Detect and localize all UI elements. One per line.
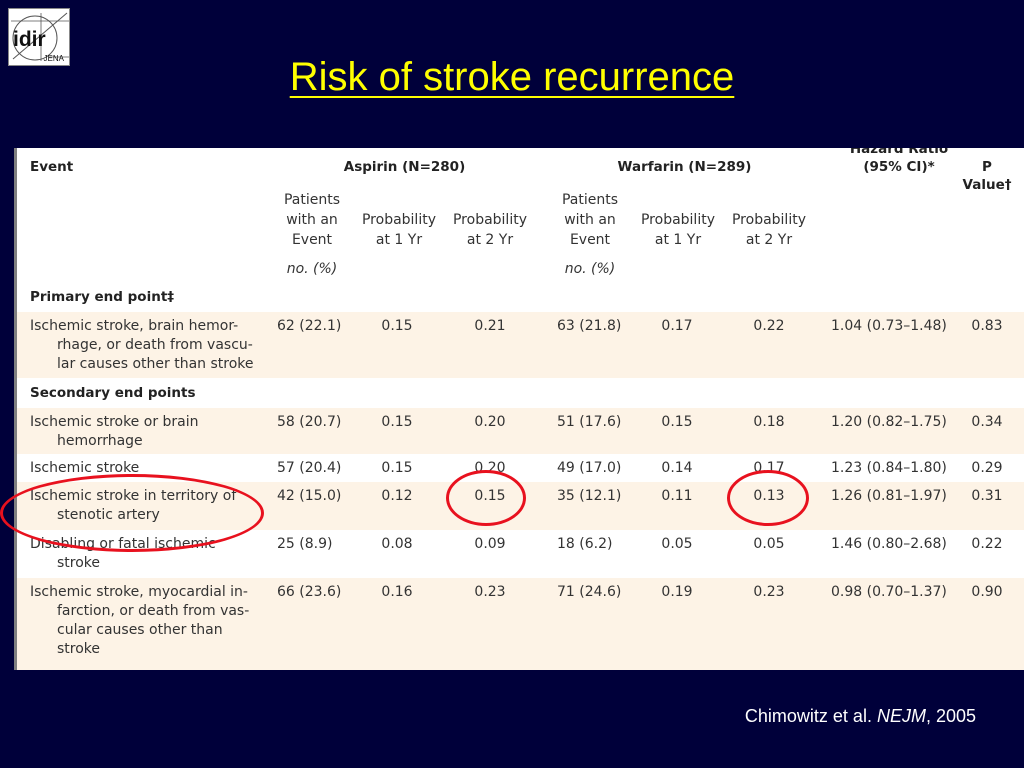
row-warfarin-prob1: 0.14 — [661, 460, 693, 476]
row-hazard-ratio: 1.04 (0.73–1.48) — [831, 318, 947, 334]
logo-wordmark: idir — [13, 28, 46, 51]
row-aspirin-prob1: 0.12 — [381, 488, 413, 504]
header-aspirin: Aspirin (N=280) — [343, 159, 466, 175]
subheader-warfarin-prob2: Probability at 2 Yr — [731, 212, 806, 248]
row-hazard-ratio: 1.26 (0.81–1.97) — [831, 488, 947, 504]
row-aspirin-prob1: 0.15 — [381, 318, 413, 334]
row-p-value: 0.90 — [971, 584, 1003, 600]
slide-title: Risk of stroke recurrence — [289, 55, 735, 99]
unit-warfarin: no. (%) — [564, 261, 616, 277]
row-event: Ischemic stroke, brain hemor- rhage, or … — [30, 318, 254, 372]
row-warfarin-events: 18 (6.2) — [557, 536, 613, 552]
row-warfarin-prob2: 0.22 — [753, 318, 785, 334]
row-warfarin-events: 71 (24.6) — [557, 584, 622, 600]
row-aspirin-prob1: 0.16 — [381, 584, 413, 600]
row-warfarin-prob1: 0.17 — [661, 318, 693, 334]
table-row: Ischemic stroke, myocardial in- farction… — [17, 578, 1024, 670]
row-hazard-ratio: 1.20 (0.82–1.75) — [831, 414, 947, 430]
row-warfarin-prob1: 0.11 — [661, 488, 693, 504]
row-hazard-ratio: 0.98 (0.70–1.37) — [831, 584, 947, 600]
results-table: Event Aspirin (N=280) Warfarin (N=289) H… — [14, 148, 1024, 670]
header-warfarin: Warfarin (N=289) — [617, 159, 752, 175]
row-aspirin-prob1: 0.15 — [381, 460, 413, 476]
row-p-value: 0.34 — [971, 414, 1003, 430]
row-event: Ischemic stroke or brain hemorrhage — [30, 414, 199, 449]
highlight-ring-warfarin-prob2 — [727, 470, 809, 526]
row-hazard-ratio: 1.46 (0.80–2.68) — [831, 536, 947, 552]
subheader-warfarin-prob1: Probability at 1 Yr — [640, 212, 715, 248]
row-aspirin-events: 57 (20.4) — [277, 460, 342, 476]
row-aspirin-events: 42 (15.0) — [277, 488, 342, 504]
row-aspirin-events: 62 (22.1) — [277, 318, 342, 334]
logo-mark-icon — [11, 12, 69, 61]
unit-aspirin: no. (%) — [286, 261, 338, 277]
row-aspirin-events: 25 (8.9) — [277, 536, 333, 552]
row-aspirin-prob2: 0.21 — [474, 318, 506, 334]
table-row: Ischemic stroke, brain hemor- rhage, or … — [17, 312, 1024, 378]
row-aspirin-prob1: 0.08 — [381, 536, 413, 552]
subheader-warfarin-patients: Patients with an Event — [561, 192, 619, 248]
row-warfarin-events: 51 (17.6) — [557, 414, 622, 430]
row-warfarin-prob2: 0.05 — [753, 536, 785, 552]
row-p-value: 0.29 — [971, 460, 1003, 476]
row-warfarin-events: 49 (17.0) — [557, 460, 622, 476]
row-warfarin-prob1: 0.19 — [661, 584, 693, 600]
row-aspirin-events: 58 (20.7) — [277, 414, 342, 430]
highlight-ring-event — [0, 474, 264, 552]
header-hazard-ratio: Hazard Ratio — [849, 148, 949, 157]
row-p-value: 0.83 — [971, 318, 1003, 334]
header-hazard-ci: (95% CI)* — [863, 159, 935, 175]
row-aspirin-prob1: 0.15 — [381, 414, 413, 430]
row-warfarin-events: 35 (12.1) — [557, 488, 622, 504]
citation: Chimowitz et al. NEJM, 2005 — [744, 706, 976, 726]
subheader-aspirin-prob1: Probability at 1 Yr — [361, 212, 436, 248]
row-aspirin-prob2: 0.23 — [474, 584, 506, 600]
row-hazard-ratio: 1.23 (0.84–1.80) — [831, 460, 947, 476]
subheader-aspirin-patients: Patients with an Event — [283, 192, 341, 248]
row-aspirin-prob2: 0.20 — [474, 414, 506, 430]
row-event: Ischemic stroke — [30, 460, 140, 476]
table-row: Ischemic stroke or brain hemorrhage 58 (… — [17, 408, 1024, 454]
row-warfarin-prob1: 0.15 — [661, 414, 693, 430]
section-primary: Primary end point‡ — [30, 289, 175, 305]
row-aspirin-events: 66 (23.6) — [277, 584, 342, 600]
row-p-value: 0.22 — [971, 536, 1003, 552]
row-event: Ischemic stroke, myocardial in- farction… — [30, 584, 250, 657]
row-warfarin-prob2: 0.18 — [753, 414, 785, 430]
header-event: Event — [30, 159, 74, 175]
row-warfarin-events: 63 (21.8) — [557, 318, 622, 334]
row-warfarin-prob1: 0.05 — [661, 536, 693, 552]
row-warfarin-prob2: 0.23 — [753, 584, 785, 600]
header-p-value: P Value† — [962, 159, 1012, 193]
section-secondary: Secondary end points — [30, 385, 196, 401]
subheader-aspirin-prob2: Probability at 2 Yr — [452, 212, 527, 248]
idir-jena-logo: idir JENA — [8, 8, 70, 66]
row-p-value: 0.31 — [971, 488, 1003, 504]
row-aspirin-prob2: 0.09 — [474, 536, 506, 552]
highlight-ring-aspirin-prob2 — [446, 470, 526, 526]
logo-subtext: JENA — [43, 54, 64, 63]
